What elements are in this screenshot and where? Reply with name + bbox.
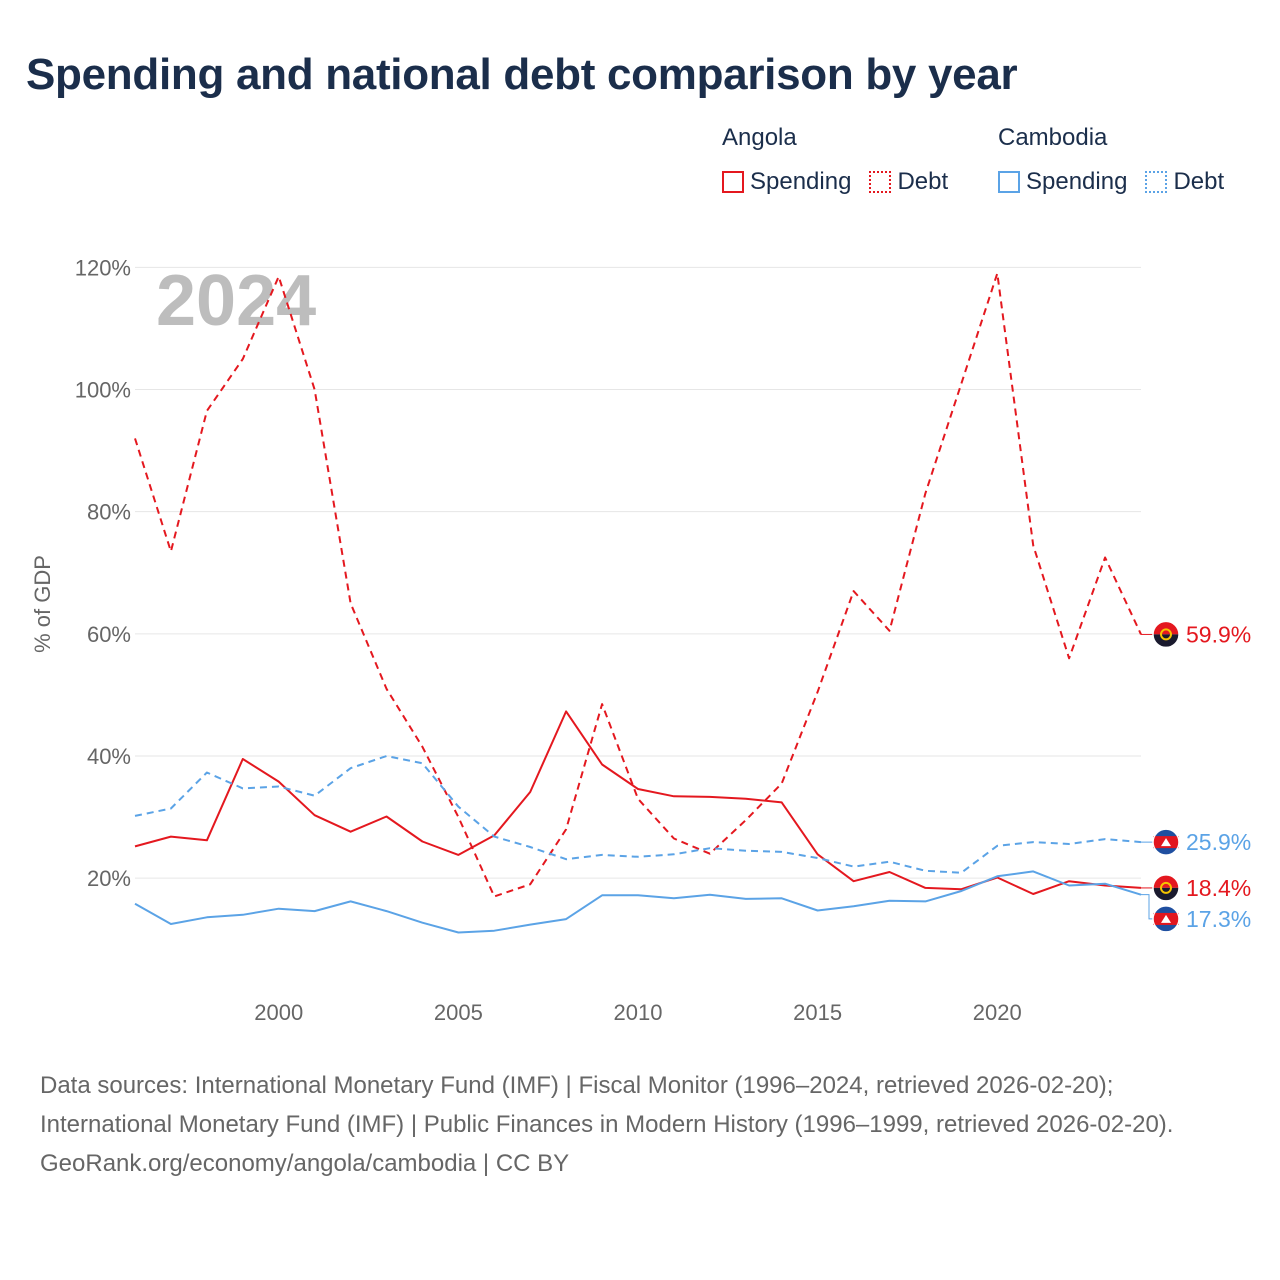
- legend-item-cambodia-spending[interactable]: Spending: [998, 168, 1127, 196]
- angola-flag-bottom: [1153, 887, 1179, 901]
- end-value-label: 59.9%: [1186, 621, 1251, 647]
- x-tick-label: 2015: [793, 1000, 842, 1025]
- legend-group-angola: Angola Spending Debt: [722, 124, 966, 196]
- legend-group-title: Angola: [722, 124, 797, 151]
- flag-ring: [1152, 620, 1180, 649]
- y-axis-ticks: 20% 40% 60% 80% 100% 120%: [75, 255, 131, 891]
- cambodia-flag-temple: [1161, 914, 1171, 923]
- series-line-cambodia-spending: [134, 870, 1142, 934]
- cambodia-flag-temple: [1161, 838, 1171, 847]
- flag-ring: [1152, 874, 1180, 902]
- x-tick-label: 2005: [434, 1000, 483, 1025]
- y-tick-label: 60%: [87, 622, 131, 647]
- credit-link[interactable]: GeoRank.org/economy/angola/cambodia | CC…: [40, 1150, 570, 1177]
- angola-flag-emblem: [1160, 881, 1172, 894]
- series-line-angola-debt: [134, 272, 1142, 898]
- legend-label: Spending: [750, 168, 852, 195]
- end-value-label: 25.9%: [1186, 829, 1251, 855]
- x-tick-label: 2020: [973, 1000, 1022, 1025]
- legend-swatch-dotted: [869, 171, 892, 193]
- year-watermark: 2024: [156, 261, 316, 341]
- legend-item-angola-debt[interactable]: Debt: [869, 168, 948, 196]
- legend-group-title: Cambodia: [998, 124, 1108, 151]
- series-lines: [134, 272, 1142, 934]
- series-line-cambodia-debt: [134, 755, 1142, 874]
- legend-group-cambodia: Cambodia Spending Debt: [998, 124, 1242, 196]
- legend-item-cambodia-debt[interactable]: Debt: [1145, 168, 1224, 196]
- y-tick-label: 20%: [87, 866, 131, 891]
- series-line-angola-spending: [134, 710, 1142, 895]
- legend-label: Debt: [897, 168, 949, 195]
- y-tick-label: 40%: [87, 744, 131, 769]
- legend-item-angola-spending[interactable]: Spending: [722, 168, 851, 196]
- end-marker-angola-debt: 59.9%: [1141, 620, 1251, 649]
- chart-title: Spending and national debt comparison by…: [26, 50, 1018, 99]
- end-value-label: 17.3%: [1186, 906, 1251, 932]
- angola-flag-emblem: [1160, 628, 1172, 641]
- end-marker-cambodia-debt: 25.9%: [1141, 828, 1251, 856]
- flag-ring: [1152, 905, 1180, 933]
- y-tick-label: 100%: [75, 377, 131, 402]
- x-tick-label: 2010: [614, 1000, 663, 1025]
- series-end-markers: 59.9% 25.9% 18.4% 17.3%: [1141, 620, 1251, 933]
- x-tick-label: 2000: [254, 1000, 303, 1025]
- y-tick-label: 120%: [75, 255, 131, 280]
- flag-ring: [1152, 828, 1180, 856]
- footer: Data sources: International Monetary Fun…: [40, 1066, 1240, 1183]
- end-value-label: 18.4%: [1186, 875, 1251, 901]
- legend-label: Spending: [1026, 168, 1128, 195]
- end-marker-angola-spending: 18.4%: [1141, 874, 1251, 902]
- line-chart: 20% 40% 60% 80% 100% 120% 2000 2005 2010 2015 202…: [30, 255, 1251, 1025]
- y-tick-label: 80%: [87, 500, 131, 525]
- x-axis-ticks: 2000 2005 2010 2015 2020: [254, 1000, 1022, 1025]
- y-axis-label: % of GDP: [30, 555, 55, 653]
- legend-swatch-dotted: [1145, 171, 1168, 193]
- angola-flag-top: [1153, 874, 1179, 888]
- angola-flag-bottom: [1153, 634, 1179, 648]
- legend-label: Debt: [1173, 168, 1225, 195]
- data-sources: Data sources: International Monetary Fun…: [40, 1072, 1174, 1138]
- angola-flag-top: [1153, 621, 1179, 635]
- end-connector: [1141, 894, 1153, 920]
- legend-swatch-solid: [722, 171, 744, 193]
- legend-swatch-solid: [998, 171, 1020, 193]
- gridlines: [135, 266, 1141, 879]
- end-marker-cambodia-spending: 17.3%: [1141, 894, 1251, 933]
